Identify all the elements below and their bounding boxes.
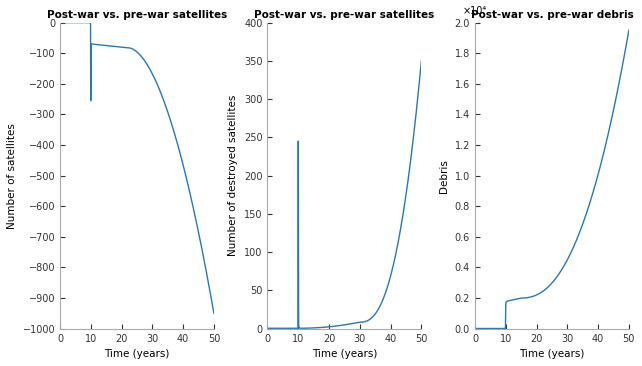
Text: ×10⁴: ×10⁴: [463, 7, 487, 16]
Title: Post-war vs. pre-war satellites: Post-war vs. pre-war satellites: [47, 10, 227, 20]
X-axis label: Time (years): Time (years): [312, 349, 377, 359]
Title: Post-war vs. pre-war debris: Post-war vs. pre-war debris: [471, 10, 633, 20]
Title: Post-war vs. pre-war satellites: Post-war vs. pre-war satellites: [254, 10, 435, 20]
Y-axis label: Debris: Debris: [439, 159, 449, 193]
Y-axis label: Number of destroyed satellites: Number of destroyed satellites: [229, 95, 238, 256]
X-axis label: Time (years): Time (years): [519, 349, 585, 359]
X-axis label: Time (years): Time (years): [104, 349, 169, 359]
Y-axis label: Number of satellites: Number of satellites: [7, 123, 17, 228]
